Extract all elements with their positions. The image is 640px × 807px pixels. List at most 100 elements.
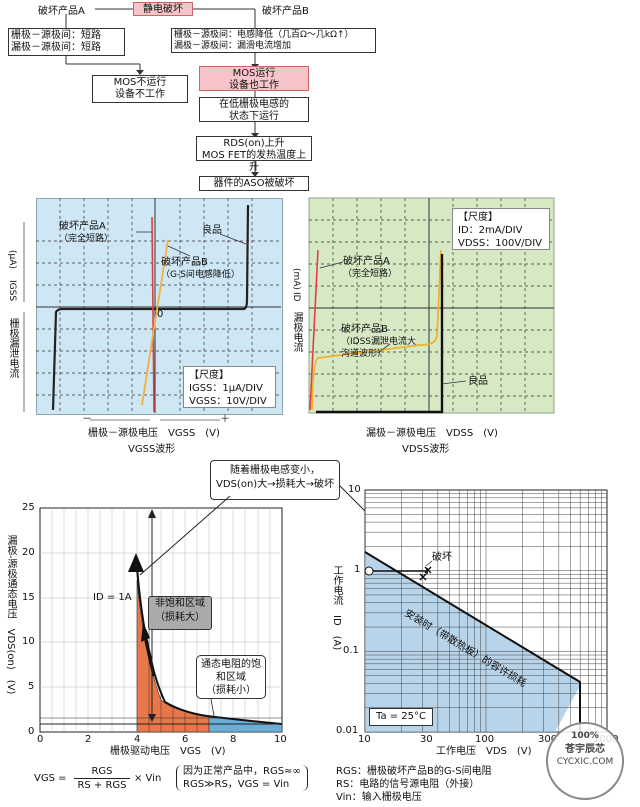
flow-a-result-line1: MOS不运行 — [113, 77, 167, 88]
left-xtick-6: 6 — [182, 734, 189, 745]
scope-left-y-unit: (μA) — [7, 250, 17, 269]
scope-left-scale-note: 【尺度】 IGSS：1μA/DIV VGSS：10V/DIV — [183, 366, 276, 408]
callout-line1: 随着栅极电感变小， — [230, 465, 320, 476]
scope-right-good: 良品 — [468, 376, 488, 387]
left-region1-box: 非饱和区域 （损耗大） — [148, 596, 212, 630]
scope-left-product-b: 破坏产品B （G-S间电感降低） — [161, 257, 240, 281]
flow-step2-line2: MOS FET的发热温度上升 — [201, 150, 307, 173]
flow-a-box: 栅极－源极间：短路 漏极－源极间：短路 — [8, 28, 125, 56]
flow-b-line2: 漏极－源极间：漏滑电流增加 — [174, 41, 292, 51]
left-ytick-10: 10 — [22, 636, 35, 647]
left-region2-box: 通态电阻的饱 和区域 （损耗小） — [196, 655, 266, 699]
scope-left-y-sym: IGSS — [7, 280, 17, 302]
formula-condition: 因为正常产品中，RGS≈∞ RGS≫RS，VGS = Vin — [176, 765, 308, 791]
scope-left-scale-title: 【尺度】 — [189, 370, 229, 381]
left-xtick-8: 8 — [230, 734, 237, 745]
right-xtick-10: 10 — [358, 734, 371, 745]
flow-a-result: MOS不运行 设备不工作 — [92, 75, 188, 103]
flow-product-b-label: 破坏产品B — [262, 6, 309, 17]
right-x-label: 工作电压 VDS (V) — [436, 746, 532, 757]
flow-top-box: 静电破坏 — [133, 2, 193, 16]
flow-step2: RDS(on)上升 MOS FET的发热温度上升 — [196, 136, 312, 173]
right-ta-box: Ta = 25°C — [369, 708, 433, 726]
scope-left-good: 良品 — [202, 225, 222, 236]
scope-left-product-b-line1: 破坏产品B — [161, 257, 208, 268]
scope-left-plus: ＋ — [220, 414, 230, 425]
left-xtick-0: 0 — [37, 734, 44, 745]
legend-block: RGS：栅极破坏产品B的G-S间电阻 RS：电路的信号源电阻（外接） Vin：输… — [336, 765, 492, 804]
scope-left-product-a: 破坏产品A （完全短路） — [59, 221, 113, 245]
left-xtick-4: 4 — [134, 734, 141, 745]
scope-left-product-a-line2: （完全短路） — [59, 234, 114, 244]
watermark-top: 100% — [571, 731, 599, 741]
legend-line2: RS：电路的信号源电阻（外接） — [336, 779, 480, 790]
scope-right-product-b-line3: 沟道波形） — [341, 349, 387, 359]
left-region2-line1: 通态电阻的饱 — [201, 659, 261, 670]
left-region1-line2: （损耗大） — [155, 612, 205, 623]
left-xtick-2: 2 — [85, 734, 92, 745]
flow-step2-line1: RDS(on)上升 — [223, 138, 285, 149]
left-ytick-15: 15 — [22, 592, 35, 603]
flow-step1-line1: 在低栅极电感的 — [219, 99, 289, 110]
flow-b-result-line1: MOS运行 — [232, 68, 276, 79]
flow-product-a-label: 破坏产品A — [38, 6, 85, 17]
scope-right-scale-2: VDSS：100V/DIV — [458, 238, 543, 249]
scope-right-product-a: 破坏产品A （完全短路） — [343, 256, 397, 280]
flow-step1-line2: 状态下运行 — [229, 111, 279, 122]
scope-right-y-unit: (mA) — [291, 268, 301, 290]
scope-right-scale-title: 【尺度】 — [458, 212, 498, 223]
left-ytick-5: 5 — [28, 681, 35, 692]
right-ytick-0-01: 0.01 — [336, 725, 359, 736]
flow-a-result-line2: 设备不工作 — [115, 89, 165, 100]
formula-num: RGS — [91, 766, 113, 777]
formula-lhs: VGS = — [34, 773, 67, 784]
right-ta-label: Ta = 25°C — [375, 711, 427, 722]
legend-line3: Vin：输入栅极电压 — [336, 792, 422, 803]
scope-left-x-label: 栅极－源极电压 VGSS (V) — [88, 428, 220, 439]
flow-step1: 在低栅极电感的 状态下运行 — [199, 97, 309, 122]
right-xtick-100: 100 — [475, 734, 495, 745]
callout-line2: VDS(on)大→损耗大→破坏 — [216, 479, 334, 490]
right-xtick-300: 300 — [538, 734, 558, 745]
right-ytick-1: 1 — [354, 564, 361, 575]
legend-line1: RGS：栅极破坏产品B的G-S间电阻 — [336, 766, 492, 777]
scope-right-product-b-line2: （IDSS漏泄电流大 — [341, 337, 417, 347]
left-ytick-0: 0 — [28, 726, 35, 737]
flow-b-box: 栅极－源极间：电感降低（几百Ω～几kΩ↑） 漏极－源极间：漏滑电流增加 — [171, 28, 376, 53]
right-break-label: 破坏 — [432, 552, 452, 563]
left-id-label: ID = 1A — [93, 592, 132, 603]
formula-fraction: RGS RS + RGS — [74, 765, 130, 792]
scope-right-y-sym: ID — [291, 292, 301, 302]
watermark-seal: 100% 苍宇辰芯 CYCXIC.COM — [546, 722, 624, 800]
left-ytick-20: 20 — [22, 547, 35, 558]
flow-top-label: 静电破坏 — [143, 4, 183, 15]
left-y-label: 漏极-源极通态电压 VDS(on) (V) — [5, 535, 16, 695]
flow-a-line2: 漏极－源极间：短路 — [11, 42, 101, 53]
scope-right-x-label: 漏极－源极电压 VDSS (V) — [366, 428, 498, 439]
left-region1-line1: 非饱和区域 — [155, 598, 205, 609]
formula-cond1: 因为正常产品中，RGS≈∞ — [183, 766, 301, 777]
scope-right-y-name: 漏极电流 — [291, 312, 302, 352]
scope-left-scale-2: VGSS：10V/DIV — [189, 396, 267, 407]
formula-den: RS + RGS — [74, 778, 130, 792]
scope-left-scale-1: IGSS：1μA/DIV — [189, 383, 263, 394]
right-y-label: 工作电流 ID (A) — [331, 565, 342, 651]
scope-right-product-a-line2: （完全短路） — [343, 269, 398, 279]
flow-b-result: MOS运行 设备也工作 — [199, 66, 309, 91]
right-ytick-0-1: 0.1 — [343, 645, 359, 656]
scope-left-x-wave: VGSS波形 — [128, 444, 176, 455]
scope-left-product-a-line1: 破坏产品A — [59, 221, 106, 232]
left-ytick-25: 25 — [22, 502, 35, 513]
scope-left-y-name: 栅极漏泄电流 — [7, 318, 18, 378]
flow-a-line1: 栅极－源极间：短路 — [11, 30, 101, 41]
formula-cond2: RGS≫RS，VGS = Vin — [183, 779, 290, 790]
flow-step3: 器件的ASO被破坏 — [199, 176, 309, 191]
scope-right-scale-1: ID：2mA/DIV — [458, 225, 523, 236]
watermark-name: 苍宇辰芯 — [565, 744, 605, 755]
flow-b-result-line2: 设备也工作 — [229, 80, 279, 91]
left-xtick-10: 10 — [274, 734, 287, 745]
flow-b-line1: 栅极－源极间：电感降低（几百Ω～几kΩ↑） — [174, 30, 354, 40]
right-xtick-30: 30 — [420, 734, 433, 745]
scope-right-product-b-line1: 破坏产品B — [341, 324, 388, 335]
